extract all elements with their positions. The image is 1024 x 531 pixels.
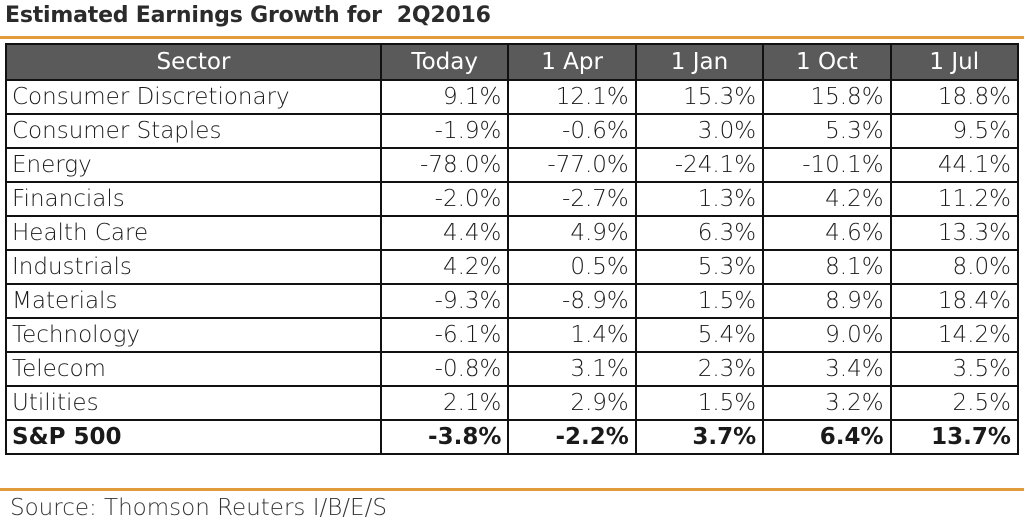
value-cell: -10.1% bbox=[762, 147, 892, 183]
value-cell: 18.8% bbox=[889, 79, 1019, 115]
value-cell: 13.7% bbox=[889, 419, 1019, 455]
column-header: 1 Oct bbox=[762, 43, 892, 81]
sector-label: Financials bbox=[5, 181, 382, 217]
value-cell: -3.8% bbox=[379, 419, 510, 455]
value-cell: 13.3% bbox=[889, 215, 1019, 251]
column-header: 1 Jan bbox=[634, 43, 765, 81]
table-row: Industrials 4.2% 0.5% 5.3% 8.1% 8.0% bbox=[5, 249, 1019, 285]
value-cell: -1.9% bbox=[379, 113, 510, 149]
sector-label: Health Care bbox=[5, 215, 382, 251]
table-row: Consumer Discretionary 9.1% 12.1% 15.3% 15.8… bbox=[5, 79, 1019, 115]
value-cell: 3.5% bbox=[889, 351, 1019, 387]
value-cell: 8.1% bbox=[762, 249, 892, 285]
column-header: 1 Jul bbox=[889, 43, 1019, 81]
value-cell: 5.4% bbox=[634, 317, 765, 353]
value-cell: 2.5% bbox=[889, 385, 1019, 421]
table-row: Technology -6.1% 1.4% 5.4% 9.0% 14.2% bbox=[5, 317, 1019, 353]
table-row: Consumer Staples -1.9% -0.6% 3.0% 5.3% 9.5% bbox=[5, 113, 1019, 149]
value-cell: 1.5% bbox=[634, 385, 765, 421]
value-cell: -8.9% bbox=[507, 283, 637, 319]
total-row: S&P 500 -3.8% -2.2% 3.7% 6.4% 13.7% bbox=[5, 419, 1019, 455]
value-cell: 4.9% bbox=[507, 215, 637, 251]
value-cell: 3.2% bbox=[762, 385, 892, 421]
value-cell: 4.4% bbox=[379, 215, 510, 251]
table-body: Consumer Discretionary 9.1% 12.1% 15.3% 15.8… bbox=[5, 79, 1019, 455]
value-cell: 1.3% bbox=[634, 181, 765, 217]
sector-label: S&P 500 bbox=[5, 419, 382, 455]
value-cell: 0.5% bbox=[507, 249, 637, 285]
value-cell: 8.0% bbox=[889, 249, 1019, 285]
value-cell: 44.1% bbox=[889, 147, 1019, 183]
value-cell: 9.0% bbox=[762, 317, 892, 353]
value-cell: 2.1% bbox=[379, 385, 510, 421]
value-cell: 6.4% bbox=[762, 419, 892, 455]
value-cell: -0.8% bbox=[379, 351, 510, 387]
table-row: Health Care 4.4% 4.9% 6.3% 4.6% 13.3% bbox=[5, 215, 1019, 251]
column-header: Today bbox=[379, 43, 510, 81]
value-cell: 3.4% bbox=[762, 351, 892, 387]
value-cell: -77.0% bbox=[507, 147, 637, 183]
value-cell: 4.6% bbox=[762, 215, 892, 251]
value-cell: 2.9% bbox=[507, 385, 637, 421]
table-row: Utilities 2.1% 2.9% 1.5% 3.2% 2.5% bbox=[5, 385, 1019, 421]
value-cell: 9.5% bbox=[889, 113, 1019, 149]
table-row: Telecom -0.8% 3.1% 2.3% 3.4% 3.5% bbox=[5, 351, 1019, 387]
sector-label: Consumer Staples bbox=[5, 113, 382, 149]
value-cell: 1.4% bbox=[507, 317, 637, 353]
value-cell: 4.2% bbox=[379, 249, 510, 285]
value-cell: 15.3% bbox=[634, 79, 765, 115]
source-note: Source: Thomson Reuters I/B/E/S bbox=[10, 495, 387, 521]
value-cell: -2.0% bbox=[379, 181, 510, 217]
value-cell: 15.8% bbox=[762, 79, 892, 115]
earnings-table: Sector Today 1 Apr 1 Jan 1 Oct 1 Jul Consumer… bbox=[5, 43, 1019, 455]
chart-title: Estimated Earnings Growth for 2Q2016 bbox=[5, 3, 491, 28]
sector-label: Telecom bbox=[5, 351, 382, 387]
sector-label: Consumer Discretionary bbox=[5, 79, 382, 115]
sector-label: Industrials bbox=[5, 249, 382, 285]
value-cell: 3.7% bbox=[634, 419, 765, 455]
value-cell: 8.9% bbox=[762, 283, 892, 319]
value-cell: 9.1% bbox=[379, 79, 510, 115]
value-cell: 5.3% bbox=[762, 113, 892, 149]
value-cell: -2.7% bbox=[507, 181, 637, 217]
sector-label: Technology bbox=[5, 317, 382, 353]
value-cell: 2.3% bbox=[634, 351, 765, 387]
value-cell: 3.1% bbox=[507, 351, 637, 387]
value-cell: 4.2% bbox=[762, 181, 892, 217]
value-cell: 5.3% bbox=[634, 249, 765, 285]
column-header: Sector bbox=[5, 43, 382, 81]
value-cell: -24.1% bbox=[634, 147, 765, 183]
column-header: 1 Apr bbox=[507, 43, 637, 81]
value-cell: -0.6% bbox=[507, 113, 637, 149]
sector-label: Materials bbox=[5, 283, 382, 319]
value-cell: 14.2% bbox=[889, 317, 1019, 353]
title-underline bbox=[0, 36, 1024, 39]
footer-rule bbox=[0, 488, 1024, 491]
header-row: Sector Today 1 Apr 1 Jan 1 Oct 1 Jul bbox=[5, 43, 1019, 81]
value-cell: 6.3% bbox=[634, 215, 765, 251]
value-cell: 12.1% bbox=[507, 79, 637, 115]
value-cell: -6.1% bbox=[379, 317, 510, 353]
sector-label: Utilities bbox=[5, 385, 382, 421]
value-cell: 11.2% bbox=[889, 181, 1019, 217]
table-row: Energy -78.0% -77.0% -24.1% -10.1% 44.1% bbox=[5, 147, 1019, 183]
value-cell: -9.3% bbox=[379, 283, 510, 319]
table-row: Materials -9.3% -8.9% 1.5% 8.9% 18.4% bbox=[5, 283, 1019, 319]
value-cell: 1.5% bbox=[634, 283, 765, 319]
value-cell: 3.0% bbox=[634, 113, 765, 149]
value-cell: -2.2% bbox=[507, 419, 637, 455]
table-row: Financials -2.0% -2.7% 1.3% 4.2% 11.2% bbox=[5, 181, 1019, 217]
value-cell: -78.0% bbox=[379, 147, 510, 183]
sector-label: Energy bbox=[5, 147, 382, 183]
value-cell: 18.4% bbox=[889, 283, 1019, 319]
